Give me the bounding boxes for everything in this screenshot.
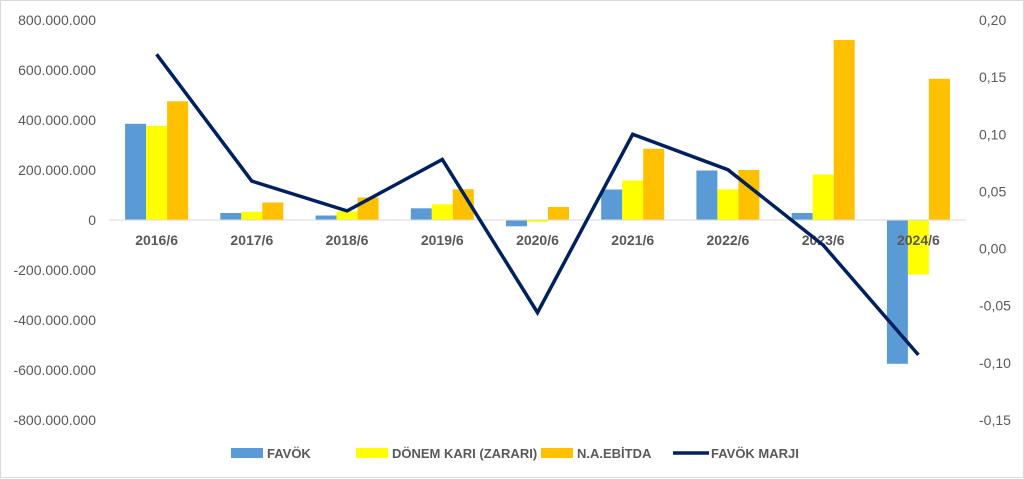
- category-label: 2020/6: [516, 232, 559, 248]
- left-axis-tick-label: -600.000.000: [13, 362, 96, 378]
- bar-fav-k-2018-6: [315, 215, 337, 220]
- legend-label: FAVÖK MARJI: [711, 446, 799, 461]
- legend-swatch: [356, 448, 388, 458]
- bar-fav-k-2017-6: [220, 213, 242, 220]
- left-axis-tick-label: -200.000.000: [13, 262, 96, 278]
- line-favok-marji: [155, 53, 920, 357]
- category-label: 2017/6: [230, 232, 273, 248]
- legend-swatch: [231, 448, 263, 458]
- right-axis-tick-label: 0,20: [979, 12, 1006, 28]
- right-axis-tick-label: -0,05: [979, 298, 1011, 314]
- left-axis-tick-label: -400.000.000: [13, 312, 96, 328]
- bar-fav-k-2020-6: [506, 220, 527, 227]
- left-axis-tick-label: 0: [88, 212, 96, 228]
- bar-d-nem-kari-zarari--2021-6: [622, 180, 644, 220]
- category-label: 2021/6: [611, 232, 654, 248]
- left-axis-tick-label: 600.000.000: [18, 62, 96, 78]
- bar-fav-k-2022-6: [696, 170, 718, 220]
- right-axis-tick-label: 0,05: [979, 183, 1006, 199]
- bar-fav-k-2024-6: [886, 220, 908, 364]
- legend-label: N.A.EBİTDA: [577, 446, 652, 461]
- category-label: 2019/6: [421, 232, 464, 248]
- bar-n-a-ebi-tda-2016-6: [167, 101, 189, 221]
- right-axis-tick-label: 0,10: [979, 126, 1006, 142]
- right-axis: 0,20 0,15 0,10 0,05 0,00 -0,05 -0,10 -0,15: [979, 12, 1011, 428]
- left-axis-tick-label: 800.000.000: [18, 12, 96, 28]
- legend-label: FAVÖK: [267, 446, 311, 461]
- bar-n-a-ebi-tda-2023-6: [833, 40, 855, 220]
- bar-d-nem-kari-zarari--2018-6: [336, 211, 358, 221]
- category-label: 2022/6: [707, 232, 750, 248]
- right-axis-tick-label: -0,15: [979, 412, 1011, 428]
- bar-fav-k-2023-6: [791, 213, 813, 220]
- bar-n-a-ebi-tda-2022-6: [738, 170, 760, 220]
- line-series: [155, 53, 920, 357]
- bar-n-a-ebi-tda-2019-6: [452, 189, 474, 221]
- bar-d-nem-kari-zarari--2020-6: [527, 220, 548, 222]
- bar-fav-k-2016-6: [125, 123, 147, 220]
- left-axis-tick-label: 200.000.000: [18, 162, 96, 178]
- right-axis-tick-label: 0,00: [979, 241, 1006, 257]
- bar-n-a-ebi-tda-2020-6: [548, 207, 569, 220]
- left-axis-tick-label: -800.000.000: [13, 412, 96, 428]
- left-axis: 800.000.000 600.000.000 400.000.000 200.000…: [13, 12, 96, 428]
- right-axis-tick-label: 0,15: [979, 69, 1006, 85]
- bar-d-nem-kari-zarari--2022-6: [717, 189, 739, 221]
- category-label: 2018/6: [326, 232, 369, 248]
- legend-swatch: [541, 448, 573, 458]
- bar-fav-k-2021-6: [601, 189, 623, 220]
- legend: FAVÖK DÖNEM KARI (ZARARI) N.A.EBİTDA FAVÖK …: [231, 446, 799, 461]
- bar-d-nem-kari-zarari--2019-6: [431, 204, 453, 221]
- bar-d-nem-kari-zarari--2016-6: [146, 125, 168, 220]
- bar-d-nem-kari-zarari--2017-6: [241, 211, 263, 221]
- legend-label: DÖNEM KARI (ZARARI): [392, 446, 537, 461]
- bar-d-nem-kari-zarari--2023-6: [812, 174, 834, 220]
- bar-n-a-ebi-tda-2024-6: [928, 78, 950, 221]
- category-label: 2024/6: [897, 232, 940, 248]
- bar-d-nem-kari-zarari--2024-6: [907, 220, 929, 275]
- category-label: 2016/6: [135, 232, 178, 248]
- bar-n-a-ebi-tda-2021-6: [643, 148, 665, 221]
- right-axis-tick-label: -0,10: [979, 355, 1011, 371]
- left-axis-tick-label: 400.000.000: [18, 112, 96, 128]
- bar-n-a-ebi-tda-2017-6: [262, 202, 284, 220]
- bar-fav-k-2019-6: [410, 208, 432, 221]
